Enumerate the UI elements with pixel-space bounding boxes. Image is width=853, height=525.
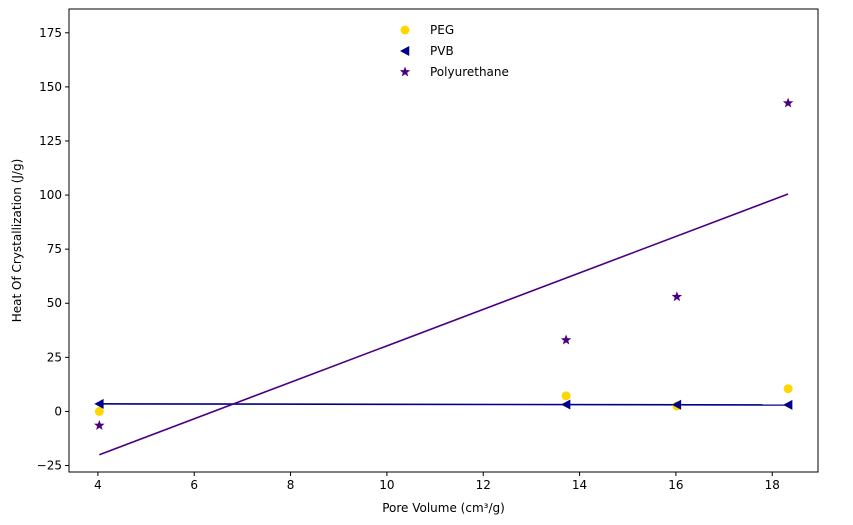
y-tick-label: 75: [47, 242, 62, 256]
x-axis-label: Pore Volume (cm³/g): [382, 501, 505, 515]
y-axis-label: Heat Of Crystallization (J/g): [10, 159, 24, 323]
y-tick-label: −25: [37, 459, 62, 473]
x-tick-label: 12: [476, 478, 491, 492]
plot-frame: [68, 8, 819, 473]
x-tick-label: 6: [190, 478, 198, 492]
data-point-pvb: [783, 399, 793, 410]
y-tick-label: 0: [54, 404, 62, 418]
data-point-pvb: [671, 399, 682, 410]
y-tick-label: 125: [39, 134, 62, 148]
legend-marker-peg: [400, 25, 410, 35]
data-point-pvb: [561, 399, 571, 410]
legend-marker-pvb: [400, 46, 410, 56]
plot-area: [94, 97, 794, 456]
trend-line-polyurethane: [99, 193, 789, 456]
x-tick-label: 14: [572, 478, 587, 492]
legend-label-polyurethane: Polyurethane: [430, 65, 509, 79]
data-point-peg: [561, 391, 571, 401]
data-point-polyurethane: [782, 97, 794, 108]
y-tick-label: 25: [47, 350, 62, 364]
data-point-pvb: [94, 398, 104, 409]
x-tick-label: 4: [94, 478, 102, 492]
legend-marker-polyurethane: [399, 66, 411, 77]
data-point-polyurethane: [94, 419, 105, 430]
y-tick-label: 100: [39, 188, 62, 202]
x-tick-label: 18: [765, 478, 780, 492]
legend-label-pvb: PVB: [430, 44, 454, 58]
axes: 4 6 8 10 12 14 16 18 −25 0 25 50 75 100 125 150 175: [37, 8, 819, 492]
legend-label-peg: PEG: [430, 23, 454, 37]
legend: PEG PVB Polyurethane: [399, 23, 509, 79]
x-tick-label: 10: [379, 478, 394, 492]
y-tick-label: 175: [39, 26, 62, 40]
x-tick-label: 8: [287, 478, 295, 492]
data-point-polyurethane: [671, 291, 683, 302]
data-point-peg: [94, 406, 104, 416]
x-tick-label: 16: [668, 478, 683, 492]
y-tick-label: 50: [47, 296, 62, 310]
trend-line-pvb: [99, 403, 789, 406]
data-point-peg: [783, 384, 793, 394]
y-tick-label: 150: [39, 80, 62, 94]
data-point-polyurethane: [560, 334, 572, 345]
